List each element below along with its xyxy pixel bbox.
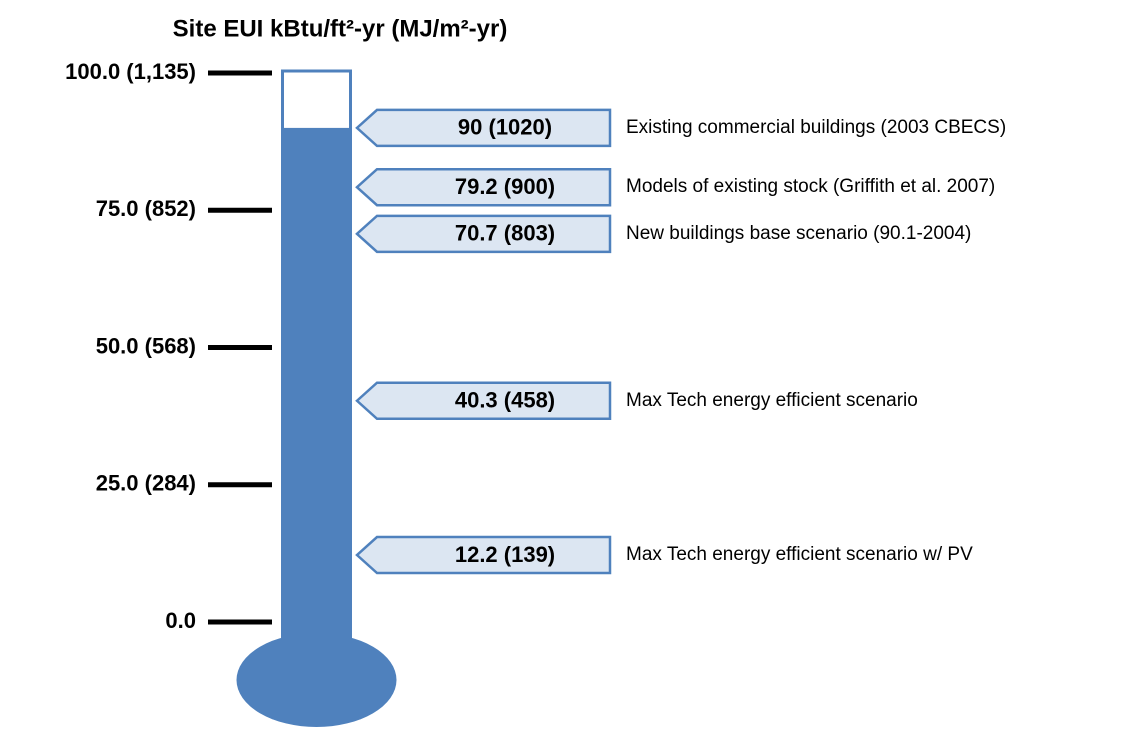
value-label: 70.7 (803)	[455, 221, 555, 246]
callout-box	[355, 214, 612, 254]
callout-box	[355, 381, 612, 421]
y-tick-label: 0.0	[165, 608, 196, 633]
callout-box	[355, 167, 612, 207]
marker-description: Existing commercial buildings (2003 CBEC…	[626, 117, 1006, 138]
marker-description: Max Tech energy efficient scenario	[626, 390, 918, 411]
value-label: 90 (1020)	[458, 115, 552, 140]
chart-title: Site EUI kBtu/ft²-yr (MJ/m²-yr)	[173, 15, 508, 42]
mercury	[281, 127, 352, 660]
bulb	[236, 633, 397, 727]
value-label: 79.2 (900)	[455, 174, 555, 199]
marker-description: New buildings base scenario (90.1-2004)	[626, 223, 971, 244]
y-tick-label: 50.0 (568)	[96, 333, 196, 358]
marker-description: Max Tech energy efficient scenario w/ PV	[626, 544, 973, 565]
y-tick-label: 100.0 (1,135)	[65, 59, 196, 84]
marker-description: Models of existing stock (Griffith et al…	[626, 176, 995, 197]
y-tick-label: 75.0 (852)	[96, 196, 196, 221]
value-label: 12.2 (139)	[455, 542, 555, 567]
callout-box	[355, 535, 612, 575]
callout-box	[355, 108, 612, 148]
value-label: 40.3 (458)	[455, 388, 555, 413]
y-tick-label: 25.0 (284)	[96, 471, 196, 496]
